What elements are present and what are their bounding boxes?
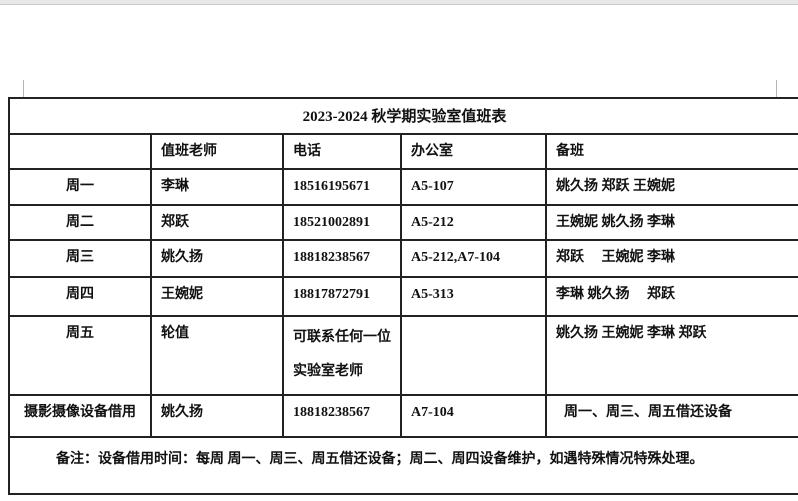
table-row: 周四 王婉妮 18817872791 A5-313 李琳 姚久扬 郑跃 [8, 276, 798, 317]
cell-backup: 周一、周三、周五借还设备 [544, 393, 798, 438]
cell-office: A7-104 [400, 393, 547, 438]
header-office: 办公室 [400, 133, 547, 170]
cell-phone: 18521002891 [282, 204, 402, 241]
cell-day: 摄影摄像设备借用 [8, 393, 152, 438]
table-row: 周三 姚久扬 18818238567 A5-212,A7-104 郑跃 王婉妮 … [8, 239, 798, 278]
cell-teacher: 姚久扬 [150, 239, 284, 278]
table-row: 周一 李琳 18516195671 A5-107 姚久扬 郑跃 王婉妮 [8, 168, 798, 206]
table-row: 周二 郑跃 18521002891 A5-212 王婉妮 姚久扬 李琳 [8, 204, 798, 241]
page-margin-mark-left [23, 80, 24, 98]
cell-office: A5-313 [400, 276, 547, 317]
cell-teacher: 王婉妮 [150, 276, 284, 317]
cell-teacher: 郑跃 [150, 204, 284, 241]
cell-phone: 18818238567 [282, 393, 402, 438]
cell-day: 周五 [8, 315, 152, 396]
cell-backup: 王婉妮 姚久扬 李琳 [544, 204, 798, 241]
cell-phone: 可联系任何一位 实验室老师 [282, 315, 402, 396]
window-chrome-edge [0, 0, 798, 5]
cell-teacher: 姚久扬 [150, 393, 284, 438]
cell-teacher: 轮值 [150, 315, 284, 396]
page-margin-mark-right [776, 80, 777, 97]
cell-office [400, 315, 547, 396]
note-text: 备注：设备借用时间：每周 周一、周三、周五借还设备；周二、周四设备维护，如遇特殊… [7, 435, 798, 495]
table-row: 周五 轮值 可联系任何一位 实验室老师 姚久扬 王婉妮 李琳 郑跃 [8, 315, 798, 396]
cell-backup: 郑跃 王婉妮 李琳 [544, 239, 798, 278]
table-row-title: 2023-2024 秋学期实验室值班表 [7, 97, 798, 135]
header-teacher: 值班老师 [150, 133, 284, 170]
cell-backup: 姚久扬 王婉妮 李琳 郑跃 [544, 315, 798, 396]
header-day [8, 133, 152, 170]
cell-office: A5-212 [400, 204, 547, 241]
duty-schedule-table[interactable]: 2023-2024 秋学期实验室值班表 值班老师 电话 办公室 备班 周一 李琳… [7, 97, 798, 495]
cell-day: 周二 [8, 204, 152, 241]
cell-office: A5-212,A7-104 [400, 239, 547, 278]
header-backup: 备班 [544, 133, 798, 170]
cell-day: 周四 [8, 276, 152, 317]
cell-backup: 李琳 姚久扬 郑跃 [544, 276, 798, 317]
cell-phone: 18817872791 [282, 276, 402, 317]
table-row-equipment: 摄影摄像设备借用 姚久扬 18818238567 A7-104 周一、周三、周五… [8, 393, 798, 438]
cell-backup: 姚久扬 郑跃 王婉妮 [544, 168, 798, 206]
cell-teacher: 李琳 [150, 168, 284, 206]
cell-phone: 18818238567 [282, 239, 402, 278]
table-title: 2023-2024 秋学期实验室值班表 [7, 97, 798, 135]
cell-office: A5-107 [400, 168, 547, 206]
cell-day: 周三 [8, 239, 152, 278]
table-header-row: 值班老师 电话 办公室 备班 [8, 133, 798, 170]
cell-day: 周一 [8, 168, 152, 206]
table-row-note: 备注：设备借用时间：每周 周一、周三、周五借还设备；周二、周四设备维护，如遇特殊… [7, 435, 798, 495]
header-phone: 电话 [282, 133, 402, 170]
cell-phone: 18516195671 [282, 168, 402, 206]
